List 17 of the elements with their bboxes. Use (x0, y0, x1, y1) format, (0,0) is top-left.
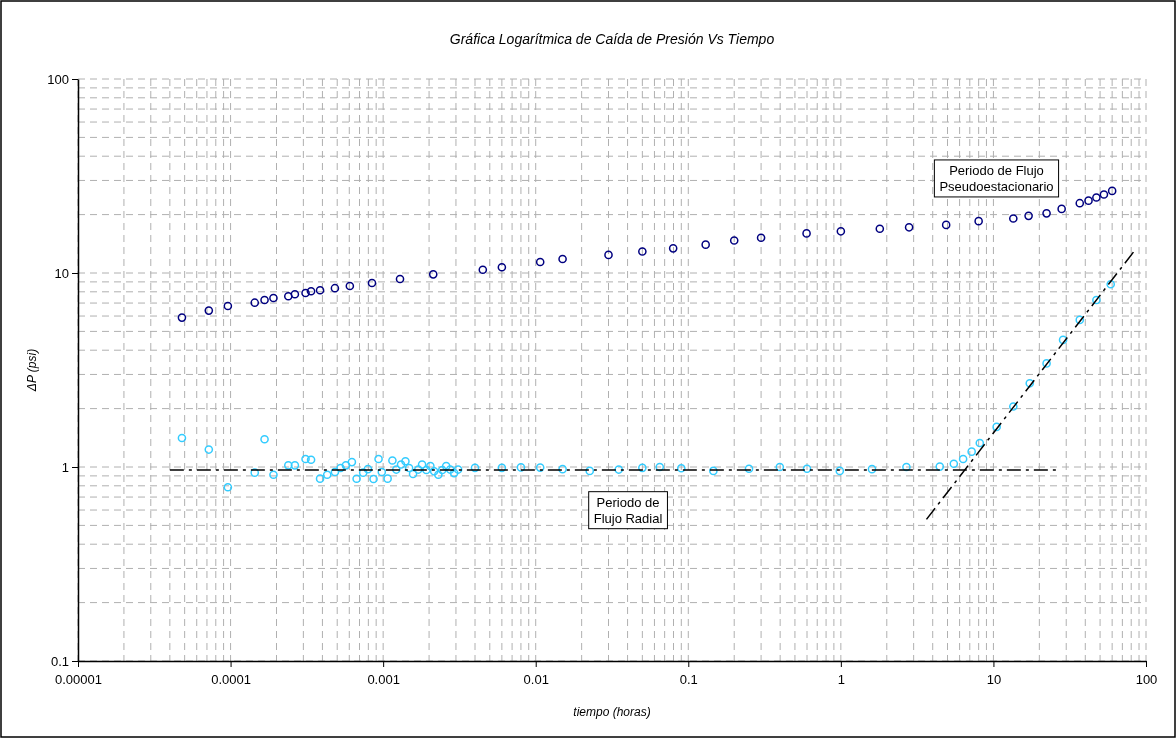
x-tick-label: 0.1 (679, 672, 698, 688)
y-tick-label: 10 (54, 265, 69, 281)
y-tick-label: 1 (61, 459, 69, 475)
x-tick-label: 0.00001 (55, 672, 102, 688)
x-tick-label: 0.01 (523, 672, 549, 688)
x-tick-label: 0.001 (367, 672, 400, 688)
y-tick-label: 0.1 (50, 653, 69, 669)
x-tick-label: 100 (1135, 672, 1158, 688)
annotation: Periodo de Flujo Pseudoestacionario (939, 162, 1054, 194)
x-tick-label: 10 (986, 672, 1002, 688)
y-axis-title: ΔP (psi) (25, 348, 39, 393)
x-tick-label: 1 (837, 672, 845, 688)
chart-title: Gráfica Logarítmica de Caída de Presión Vs Tiempo (449, 31, 775, 47)
x-axis-title: tiempo (horas) (573, 705, 651, 719)
annotation: Periodo de Flujo Radial (593, 494, 663, 526)
x-tick-label: 0.0001 (211, 672, 251, 688)
y-tick-label: 100 (47, 71, 69, 87)
